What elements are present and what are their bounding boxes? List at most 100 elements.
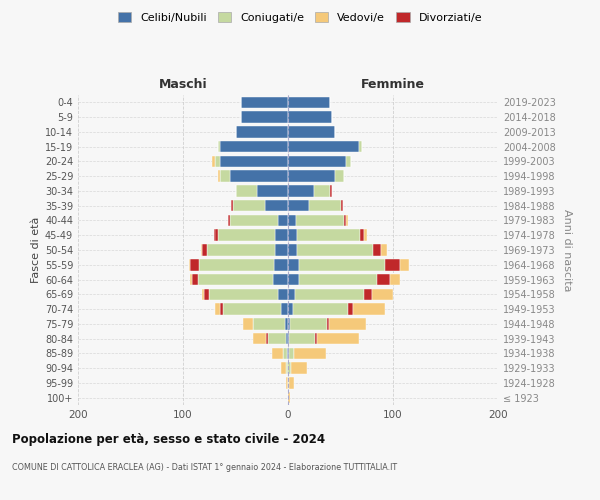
- Bar: [281, 362, 286, 374]
- Bar: [309, 200, 341, 211]
- Bar: [215, 304, 220, 315]
- Bar: [199, 259, 274, 270]
- Bar: [288, 214, 296, 226]
- Bar: [198, 274, 274, 285]
- Bar: [201, 244, 202, 256]
- Bar: [235, 126, 288, 138]
- Bar: [220, 156, 288, 167]
- Text: Maschi: Maschi: [158, 78, 208, 90]
- Bar: [373, 244, 382, 256]
- Bar: [314, 185, 330, 196]
- Bar: [385, 259, 400, 270]
- Bar: [230, 214, 277, 226]
- Y-axis label: Fasce di età: Fasce di età: [31, 217, 41, 283]
- Bar: [290, 318, 327, 330]
- Bar: [359, 141, 362, 152]
- Bar: [266, 333, 268, 344]
- Bar: [189, 259, 190, 270]
- Text: COMUNE DI CATTOLICA ERACLEA (AG) - Dati ISTAT 1° gennaio 2024 - Elaborazione TUT: COMUNE DI CATTOLICA ERACLEA (AG) - Dati …: [12, 462, 397, 471]
- Bar: [218, 230, 275, 241]
- Bar: [253, 333, 266, 344]
- Bar: [288, 126, 335, 138]
- Bar: [235, 185, 257, 196]
- Bar: [289, 333, 316, 344]
- Bar: [288, 274, 299, 285]
- Bar: [281, 304, 288, 315]
- Bar: [223, 304, 281, 315]
- Text: Popolazione per età, sesso e stato civile - 2024: Popolazione per età, sesso e stato civil…: [12, 432, 325, 446]
- Bar: [220, 141, 288, 152]
- Bar: [288, 333, 289, 344]
- Bar: [288, 362, 291, 374]
- Bar: [293, 304, 348, 315]
- Bar: [377, 274, 390, 285]
- Bar: [233, 200, 265, 211]
- Bar: [220, 304, 223, 315]
- Bar: [288, 170, 335, 182]
- Bar: [289, 377, 295, 388]
- Bar: [275, 244, 288, 256]
- Bar: [241, 112, 288, 123]
- Bar: [298, 230, 361, 241]
- Bar: [212, 156, 215, 167]
- Bar: [265, 200, 288, 211]
- Bar: [232, 200, 233, 211]
- Bar: [241, 96, 288, 108]
- Bar: [215, 230, 218, 241]
- Bar: [287, 348, 288, 359]
- Bar: [382, 244, 387, 256]
- Bar: [329, 318, 366, 330]
- Bar: [353, 304, 385, 315]
- Bar: [346, 156, 351, 167]
- Bar: [286, 333, 288, 344]
- Bar: [268, 333, 286, 344]
- Bar: [316, 333, 317, 344]
- Bar: [274, 274, 288, 285]
- Bar: [344, 214, 346, 226]
- Bar: [361, 230, 364, 241]
- Bar: [272, 348, 283, 359]
- Bar: [286, 377, 288, 388]
- Bar: [275, 230, 288, 241]
- Bar: [335, 170, 344, 182]
- Bar: [288, 185, 314, 196]
- Bar: [299, 259, 385, 270]
- Bar: [218, 141, 220, 152]
- Bar: [288, 318, 290, 330]
- Bar: [220, 170, 230, 182]
- Bar: [296, 214, 344, 226]
- Y-axis label: Anni di nascita: Anni di nascita: [562, 209, 572, 291]
- Bar: [299, 274, 377, 285]
- Bar: [288, 141, 359, 152]
- Bar: [341, 200, 343, 211]
- Bar: [277, 214, 288, 226]
- Bar: [288, 200, 309, 211]
- Bar: [288, 377, 289, 388]
- Bar: [288, 112, 332, 123]
- Bar: [288, 348, 289, 359]
- Bar: [372, 288, 393, 300]
- Bar: [346, 214, 348, 226]
- Bar: [289, 348, 295, 359]
- Bar: [277, 288, 288, 300]
- Text: Femmine: Femmine: [361, 78, 425, 90]
- Bar: [327, 318, 329, 330]
- Bar: [204, 288, 209, 300]
- Bar: [295, 288, 364, 300]
- Bar: [202, 288, 204, 300]
- Bar: [348, 304, 353, 315]
- Bar: [288, 288, 295, 300]
- Bar: [286, 362, 288, 374]
- Bar: [228, 214, 230, 226]
- Bar: [207, 244, 275, 256]
- Bar: [298, 244, 373, 256]
- Bar: [283, 348, 287, 359]
- Bar: [288, 230, 298, 241]
- Bar: [400, 259, 409, 270]
- Bar: [288, 156, 346, 167]
- Bar: [364, 230, 367, 241]
- Bar: [288, 392, 290, 404]
- Bar: [190, 274, 193, 285]
- Bar: [317, 333, 359, 344]
- Bar: [288, 259, 299, 270]
